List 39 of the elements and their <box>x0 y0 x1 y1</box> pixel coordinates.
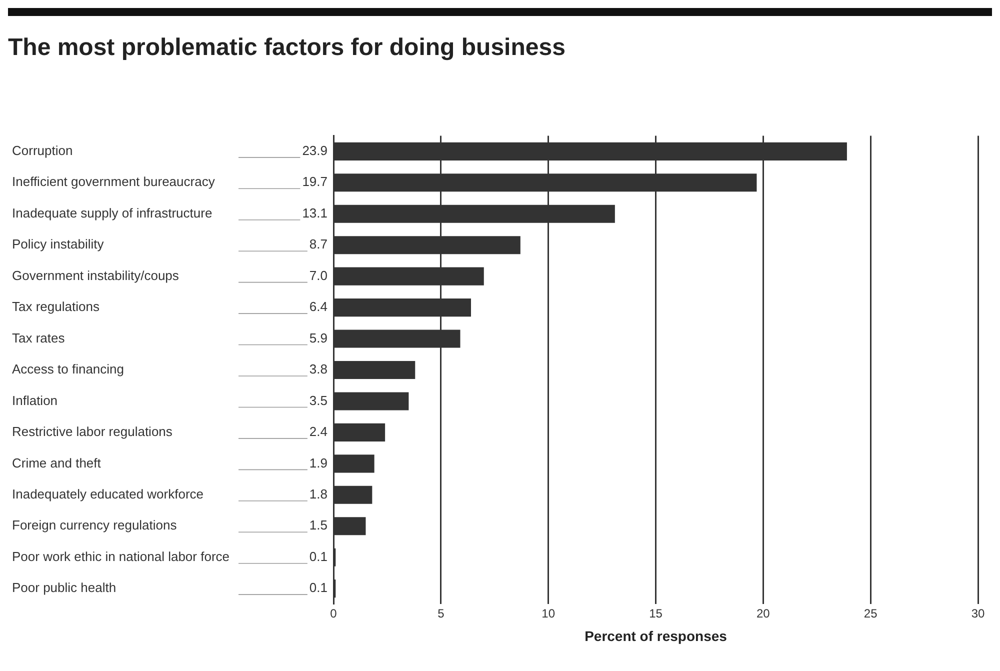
data-label: 3.5 <box>309 392 328 408</box>
data-label: 1.9 <box>309 455 328 470</box>
y-tick-label: Crime and theft <box>12 455 102 470</box>
data-label: 13.1 <box>302 205 328 220</box>
data-label: 0.1 <box>309 548 328 564</box>
y-tick-label: Poor public health <box>12 580 116 596</box>
x-tick-label: 5 <box>438 606 445 621</box>
y-tick-label: Government instability/coups <box>12 268 180 283</box>
y-tick-label: Corruption <box>12 142 73 158</box>
y-tick-label: Policy instability <box>12 236 104 252</box>
x-tick-label: 10 <box>542 606 556 621</box>
y-tick-label: Tax regulations <box>12 299 100 314</box>
data-label: 7.0 <box>309 268 328 283</box>
x-tick-label: 20 <box>756 606 770 621</box>
data-label: 1.5 <box>309 518 328 533</box>
data-label: 3.8 <box>309 362 328 377</box>
y-tick-label: Inflation <box>12 392 58 408</box>
x-tick-label: 0 <box>330 606 338 621</box>
y-tick-label: Inefficient government bureaucracy <box>12 174 216 190</box>
y-tick-label: Inadequate supply of infrastructure <box>12 205 212 220</box>
data-label: 6.4 <box>309 299 328 314</box>
y-tick-label: Poor work ethic in national labor force <box>12 548 230 564</box>
y-tick-label: Access to financing <box>12 362 124 377</box>
data-label: 8.7 <box>309 236 328 252</box>
x-tick-label: 30 <box>971 606 985 621</box>
x-axis-title: Percent of responses <box>584 628 728 644</box>
y-tick-label: Inadequately educated workforce <box>12 486 204 502</box>
data-label: 2.4 <box>309 424 328 440</box>
data-label: 23.9 <box>302 142 328 158</box>
x-tick-label: 25 <box>864 606 878 621</box>
y-tick-label: Tax rates <box>12 330 66 346</box>
data-label: 1.8 <box>309 486 328 502</box>
chart-title: The most problematic factors for doing business <box>8 34 566 62</box>
data-label: 0.1 <box>309 580 328 596</box>
data-label: 19.7 <box>302 174 328 190</box>
y-tick-label: Foreign currency regulations <box>12 518 178 533</box>
y-tick-label: Restrictive labor regulations <box>12 424 173 440</box>
data-label: 5.9 <box>309 330 328 346</box>
x-tick-label: 15 <box>649 606 663 621</box>
